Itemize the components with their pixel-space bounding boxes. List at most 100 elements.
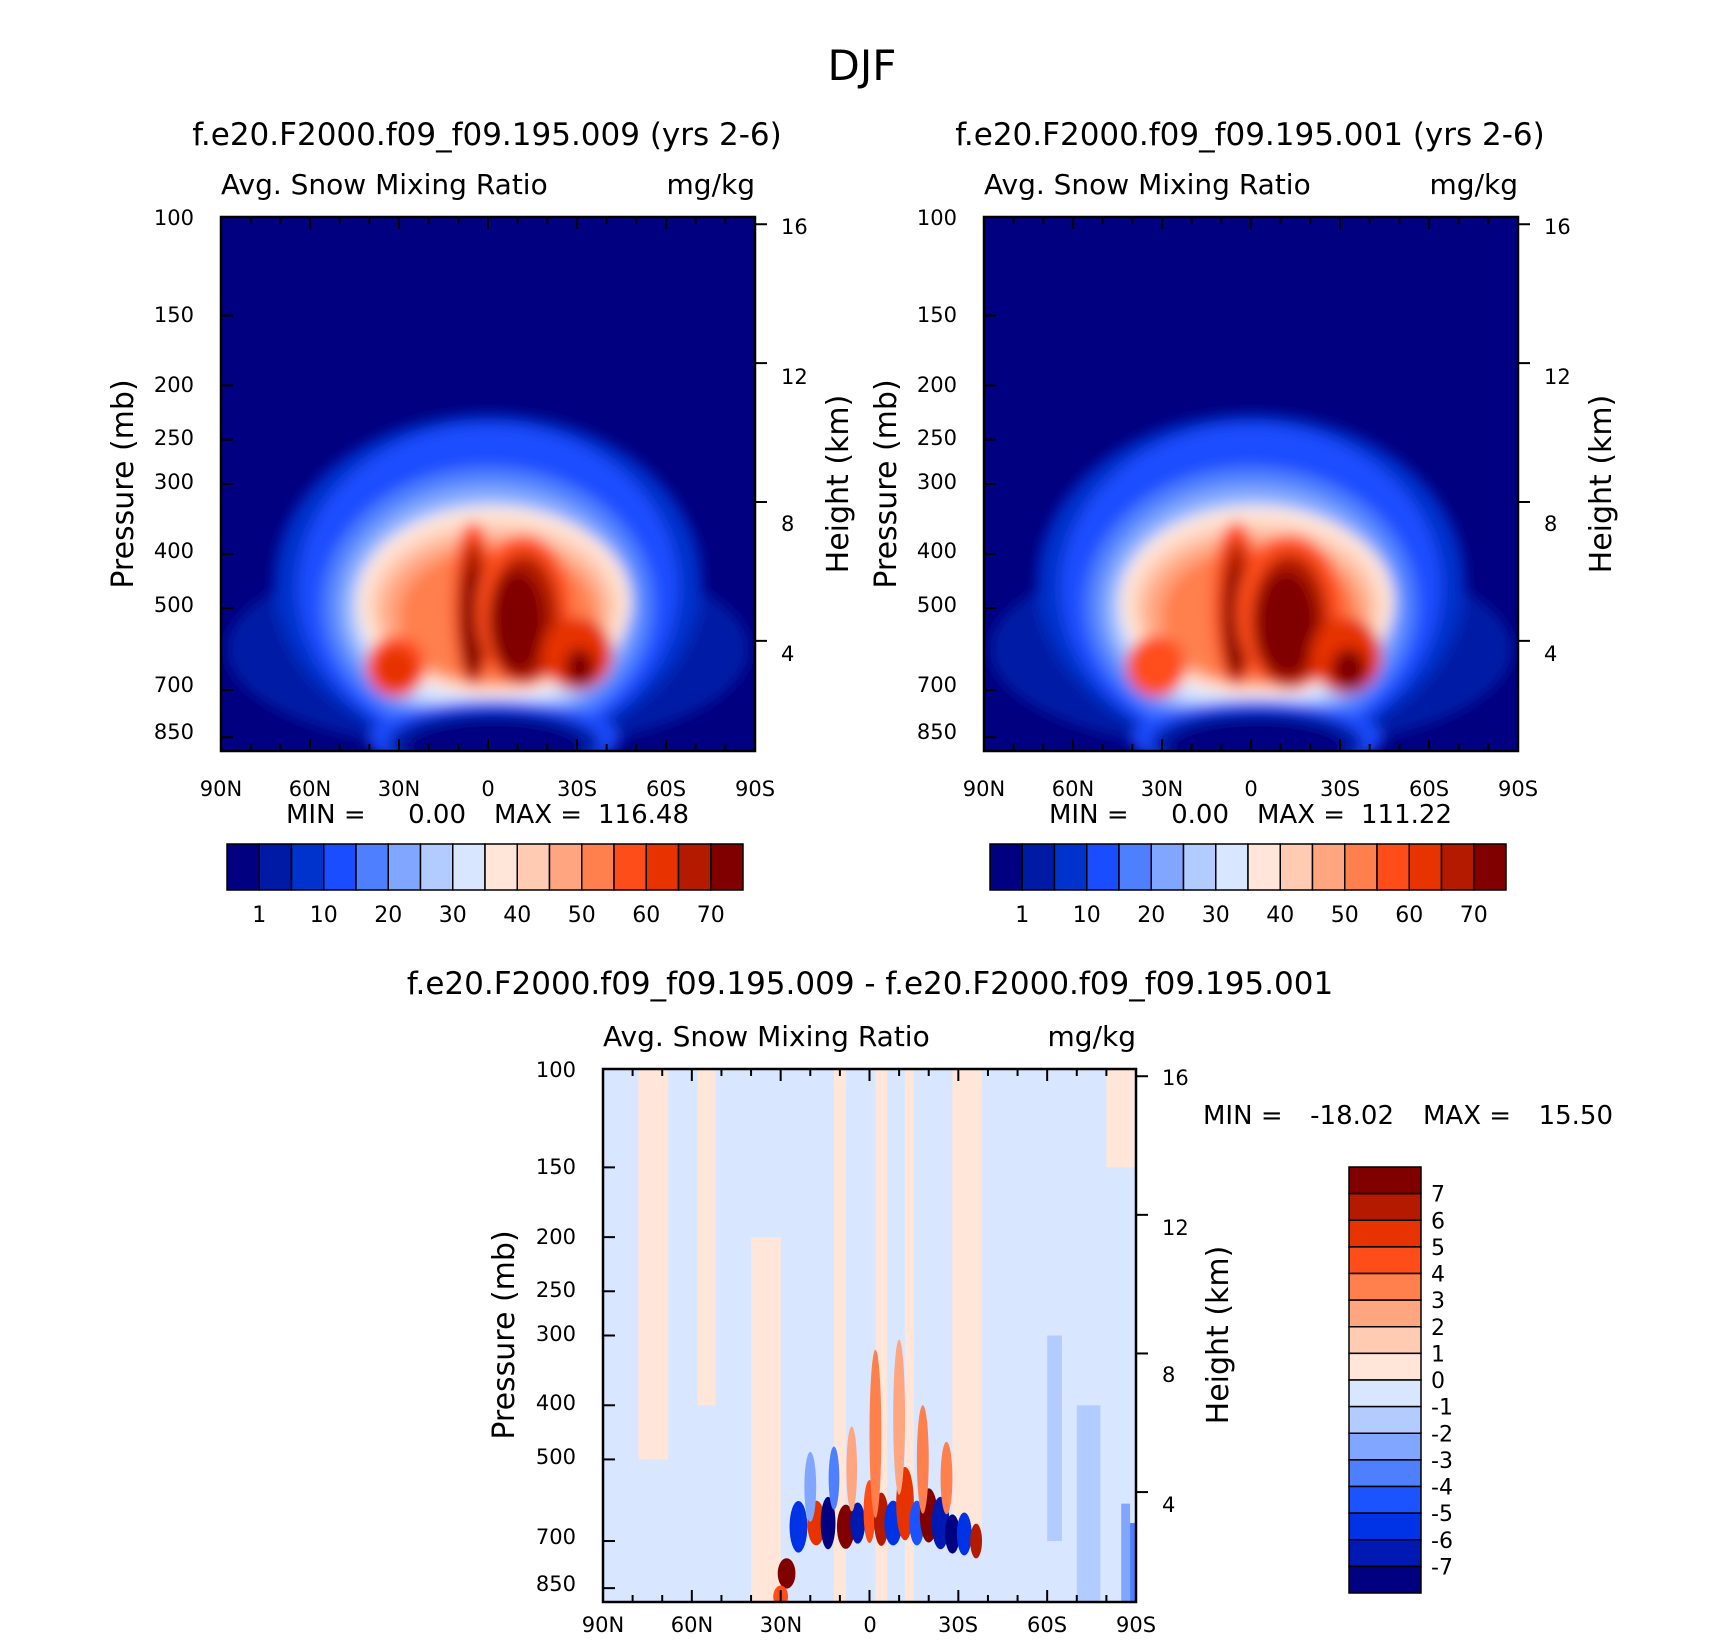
panel-2-xtick: 90N bbox=[963, 777, 1005, 801]
panel-3-xtick: 0 bbox=[863, 1613, 876, 1637]
contour-blob bbox=[846, 1426, 858, 1512]
colorbar-swatch bbox=[1215, 843, 1249, 891]
contour-band bbox=[1167, 719, 1346, 751]
panel-3-ylabel-left: Pressure (mb) bbox=[487, 1230, 522, 1439]
panel-2-xtick: 0 bbox=[1244, 777, 1257, 801]
panel-2-tickmarks bbox=[983, 216, 1530, 751]
panel-1-ptick: 250 bbox=[154, 426, 194, 450]
colorbar-swatch bbox=[1348, 1432, 1422, 1461]
contour-blob bbox=[836, 1504, 855, 1549]
panel-2-min-value: 0.00 bbox=[1171, 800, 1229, 830]
panel-2-units: mg/kg bbox=[1430, 168, 1518, 201]
panel-1-colorbar: 1 10 20 30 40 50 60 70 bbox=[226, 843, 744, 928]
panel-2-xtick: 30N bbox=[1141, 777, 1183, 801]
contour-band bbox=[697, 1069, 716, 1406]
panel-1-ptick: 150 bbox=[154, 303, 194, 327]
contour-blob bbox=[970, 1523, 983, 1559]
panel-3-ylabel-right: Height (km) bbox=[1201, 1246, 1236, 1425]
panel-1-ptick: 300 bbox=[154, 470, 194, 494]
colorbar-swatch bbox=[1348, 1219, 1422, 1248]
contour-blob bbox=[916, 1405, 929, 1514]
panel-2-variable: Avg. Snow Mixing Ratio bbox=[984, 168, 1311, 201]
contour-blob bbox=[777, 1558, 796, 1589]
panel-1-z-ticks: 16 12 8 4 bbox=[781, 215, 808, 666]
contour-blob bbox=[956, 1512, 972, 1556]
panel-2-stats: MIN = 0.00 MAX = 111.22 bbox=[1049, 800, 1452, 830]
panel-2-min-label: MIN = bbox=[1049, 800, 1129, 830]
colorbar-swatch bbox=[516, 843, 551, 891]
colorbar-swatch bbox=[1376, 843, 1410, 891]
contour-band bbox=[1130, 1523, 1136, 1602]
panel-1-ptick: 200 bbox=[154, 373, 194, 397]
colorbar-swatch bbox=[1344, 843, 1378, 891]
panel-3-ptick: 250 bbox=[536, 1278, 576, 1302]
contour-band bbox=[1047, 1335, 1062, 1542]
panel-2-ptick: 250 bbox=[917, 426, 957, 450]
colorbar-label: 10 bbox=[1073, 903, 1101, 928]
colorbar-swatch bbox=[1348, 1352, 1422, 1381]
panel-2-xtick: 60S bbox=[1409, 777, 1449, 801]
contour-blob bbox=[804, 1452, 817, 1522]
colorbar-swatch bbox=[1408, 843, 1443, 891]
colorbar-label: 30 bbox=[1202, 903, 1230, 928]
colorbar-swatch bbox=[1348, 1539, 1422, 1568]
contour-band bbox=[751, 1237, 781, 1602]
contour-band bbox=[375, 648, 417, 690]
contour-band bbox=[1106, 1069, 1136, 1168]
colorbar-swatch bbox=[355, 843, 389, 891]
panel-2-max-value: 111.22 bbox=[1361, 800, 1452, 830]
panel-3-tickmarks bbox=[602, 1068, 1148, 1602]
panel-1-xtick: 60S bbox=[646, 777, 686, 801]
colorbar-label: 50 bbox=[568, 903, 596, 928]
colorbar-swatch bbox=[323, 843, 357, 891]
panel-1-min-label: MIN = bbox=[286, 800, 366, 830]
colorbar-swatch bbox=[1279, 843, 1314, 891]
contour-band bbox=[404, 719, 583, 751]
panel-1-ylabel-right: Height (km) bbox=[821, 395, 856, 574]
panel-1-xtick: 30S bbox=[557, 777, 597, 801]
colorbar-swatch bbox=[613, 843, 647, 891]
panel-3-ptick: 200 bbox=[536, 1225, 576, 1249]
panel-2-ptick: 150 bbox=[917, 303, 957, 327]
colorbar-label: 5 bbox=[1431, 1236, 1445, 1261]
panel-1-ptick: 400 bbox=[154, 539, 194, 563]
contour-band bbox=[905, 1069, 914, 1602]
contour-band bbox=[1076, 1405, 1101, 1602]
colorbar-swatch bbox=[387, 843, 422, 891]
panel-1-max-label: MAX = bbox=[494, 800, 582, 830]
colorbar-swatch bbox=[1348, 1405, 1422, 1434]
panel-2: f.e20.F2000.f09_f09.195.001 (yrs 2-6) Av… bbox=[869, 117, 1619, 928]
colorbar-swatch bbox=[1348, 1379, 1422, 1408]
contour-band bbox=[1126, 635, 1186, 697]
panel-1-stats: MIN = 0.00 MAX = 116.48 bbox=[286, 800, 689, 830]
colorbar-swatch bbox=[1118, 843, 1152, 891]
contour-blob bbox=[828, 1446, 840, 1510]
panel-1-tickmarks bbox=[220, 216, 767, 751]
colorbar-swatch bbox=[1053, 843, 1088, 891]
colorbar-swatch bbox=[1150, 843, 1185, 891]
panel-1-ptick: 500 bbox=[154, 593, 194, 617]
panel-2-ztick: 16 bbox=[1544, 215, 1571, 239]
colorbar-label: -5 bbox=[1431, 1502, 1453, 1527]
colorbar-swatch bbox=[1021, 843, 1056, 891]
panel-1-ztick: 16 bbox=[781, 215, 808, 239]
panel-2-ztick: 4 bbox=[1544, 642, 1557, 666]
colorbar-label: -6 bbox=[1431, 1529, 1453, 1554]
panel-3-ztick: 12 bbox=[1162, 1216, 1189, 1240]
colorbar-swatch bbox=[1348, 1326, 1422, 1355]
contour-band bbox=[638, 1069, 669, 1460]
panel-3-xtick: 30S bbox=[938, 1613, 978, 1637]
contour-band bbox=[1121, 1503, 1131, 1602]
colorbar-label: 40 bbox=[503, 903, 531, 928]
contour-blob bbox=[789, 1500, 808, 1553]
panel-1-field bbox=[226, 414, 750, 751]
colorbar-label: 3 bbox=[1431, 1289, 1445, 1314]
panel-1-ztick: 8 bbox=[781, 512, 794, 536]
contour-blob bbox=[850, 1502, 866, 1544]
contour-band bbox=[1331, 648, 1367, 690]
colorbar-label: -1 bbox=[1431, 1396, 1453, 1421]
panel-3-ztick: 8 bbox=[1162, 1363, 1175, 1387]
contour-band bbox=[875, 1069, 888, 1602]
panel-3-max-label: MAX = bbox=[1423, 1101, 1511, 1131]
